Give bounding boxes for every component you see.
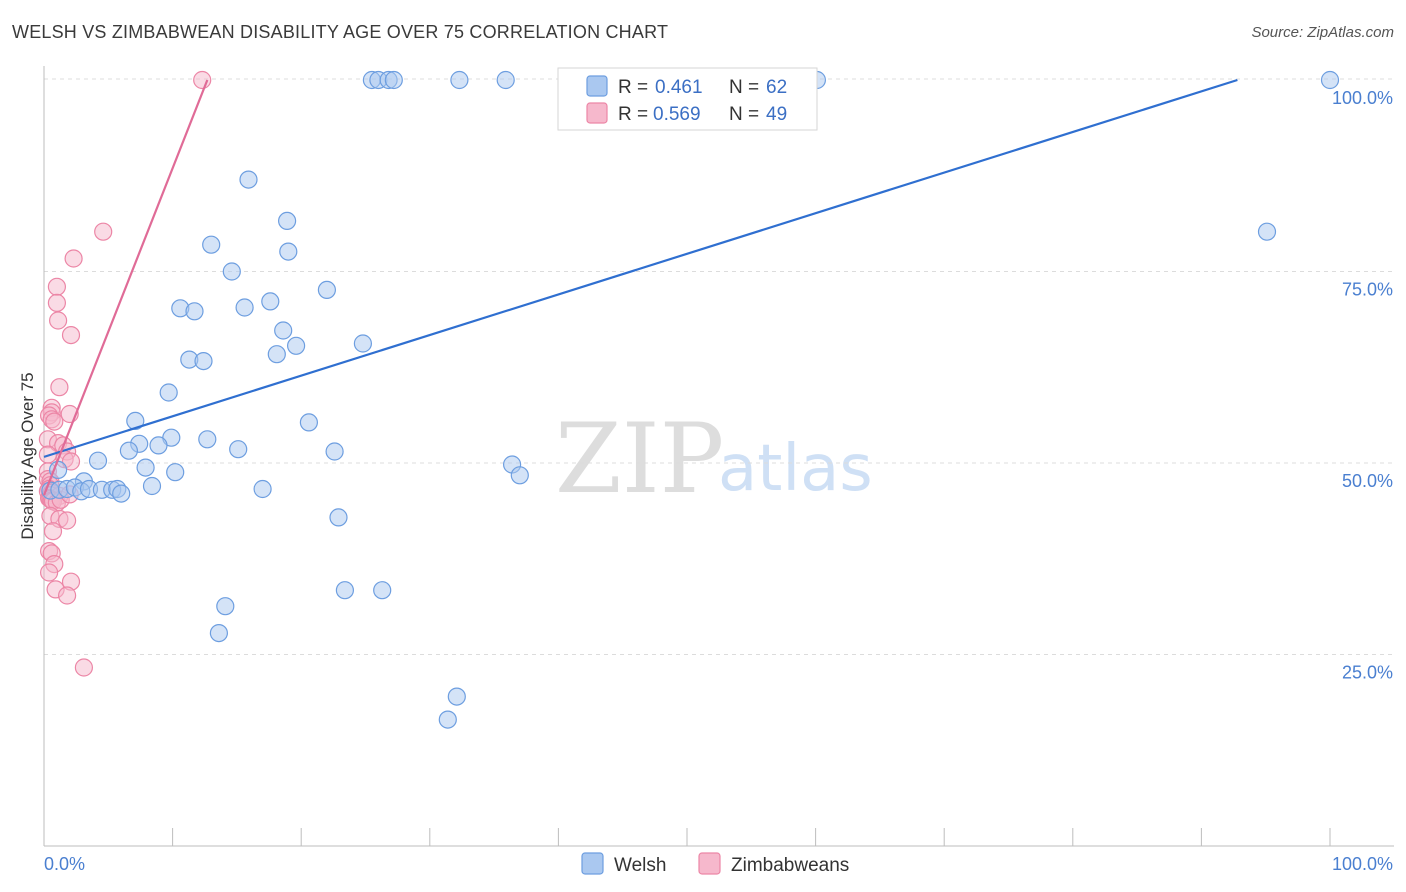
welsh-point-40 [510, 466, 529, 485]
y-tick-label-50: 50.0% [1342, 471, 1393, 491]
zimbabweans-point-44 [39, 563, 59, 582]
watermark-atlas: atlas [718, 432, 873, 506]
zimbabweans-point-20 [61, 452, 81, 471]
tick-labels: 25.0% 50.0% 75.0% 100.0% 0.0% 100.0% [44, 88, 1393, 874]
y-tick-label-25: 25.0% [1342, 663, 1393, 683]
welsh-point-9 [239, 170, 258, 189]
legend-welsh-n-label: N = [729, 77, 759, 98]
welsh-point-11 [278, 211, 297, 230]
welsh-point-55 [329, 508, 348, 527]
series-legend: Welsh Zimbabweans [581, 852, 849, 876]
x-tick-label-max: 100.0% [1332, 854, 1393, 874]
welsh-point-54 [112, 484, 131, 503]
welsh-point-8 [1320, 70, 1340, 90]
legend-zim-n-label: N = [729, 104, 759, 125]
welsh-point-22 [353, 334, 372, 353]
watermark-zip: ZIP [555, 403, 724, 515]
legend-swatch-zimbabweans [586, 102, 608, 124]
legend-welsh-r-label: R = [618, 77, 648, 98]
watermark: ZIP atlas [555, 403, 873, 515]
zimbabweans-point-0 [193, 70, 212, 90]
x-tick-label-min: 0.0% [44, 854, 85, 874]
legend-zim-r-label: R = [618, 104, 648, 125]
zimbabweans-point-3 [47, 277, 67, 296]
trend-lines [42, 78, 1238, 496]
welsh-point-28 [299, 413, 318, 432]
welsh-point-4 [450, 70, 469, 90]
zimbabweans-point-7 [50, 378, 69, 397]
legend-zim-n-value: 49 [766, 104, 787, 125]
zimbabweans-point-13 [45, 412, 64, 431]
y-tick-label-75: 75.0% [1342, 280, 1393, 300]
legend-welsh-n-value: 62 [766, 77, 787, 98]
welsh-point-35 [325, 442, 344, 461]
welsh-point-26 [159, 383, 178, 402]
zimbabweans-point-6 [61, 326, 81, 345]
zimbabweans-trend-line [42, 79, 209, 496]
zimbabweans-point-5 [48, 311, 68, 330]
welsh-point-33 [119, 441, 138, 460]
welsh-point-13 [279, 242, 298, 261]
welsh-point-60 [447, 687, 466, 706]
welsh-point-30 [198, 430, 217, 449]
welsh-point-34 [229, 440, 248, 459]
welsh-point-16 [261, 292, 280, 311]
y-tick-label-100: 100.0% [1332, 88, 1393, 108]
welsh-point-56 [335, 581, 354, 600]
welsh-point-18 [185, 302, 204, 321]
zimbabweans-point-1 [94, 222, 113, 241]
welsh-point-25 [194, 352, 213, 371]
legend-swatch-welsh [586, 75, 608, 97]
welsh-point-14 [222, 262, 241, 281]
welsh-point-37 [136, 458, 155, 477]
welsh-point-57 [373, 581, 392, 600]
legend-zim-r-value: 0.569 [653, 104, 701, 125]
welsh-point-21 [287, 336, 306, 355]
welsh-point-58 [216, 597, 235, 616]
welsh-point-5 [496, 70, 515, 90]
welsh-point-3 [384, 70, 403, 90]
welsh-point-15 [317, 280, 336, 299]
welsh-point-23 [267, 345, 286, 364]
welsh-point-43 [142, 476, 162, 496]
welsh-point-32 [149, 436, 168, 455]
welsh-point-12 [202, 235, 221, 254]
welsh-point-36 [88, 451, 108, 470]
series-legend-swatch-zimbabweans [698, 852, 721, 875]
welsh-point-38 [166, 463, 185, 482]
welsh-point-10 [1257, 222, 1277, 241]
welsh-point-19 [235, 298, 254, 317]
source-credit: Source: ZipAtlas.com [1251, 24, 1394, 41]
welsh-points [41, 70, 1340, 729]
zimbabweans-point-40 [43, 522, 63, 541]
series-legend-label-zimbabweans: Zimbabweans [731, 855, 849, 876]
zimbabweans-point-39 [57, 511, 77, 530]
welsh-point-44 [253, 479, 272, 499]
welsh-point-59 [209, 623, 228, 643]
welsh-point-27 [126, 411, 145, 430]
welsh-point-61 [438, 710, 457, 729]
welsh-trend-line [43, 78, 1238, 458]
series-legend-swatch-welsh [581, 852, 604, 875]
gridlines [44, 78, 1394, 655]
zimbabweans-point-4 [47, 293, 67, 312]
legend-welsh-r-value: 0.461 [655, 77, 703, 98]
zimbabweans-point-48 [74, 658, 94, 677]
zimbabweans-point-2 [64, 249, 83, 268]
y-axis-title: Disability Age Over 75 [18, 372, 37, 539]
chart-title: WELSH VS ZIMBABWEAN DISABILITY AGE OVER … [12, 22, 669, 42]
zimbabweans-point-47 [57, 586, 77, 605]
correlation-legend: R = 0.461 N = 62 R = 0.569 N = 49 [557, 67, 818, 131]
welsh-point-20 [274, 321, 293, 340]
series-legend-label-welsh: Welsh [614, 855, 666, 876]
zimbabweans-points [38, 70, 212, 677]
